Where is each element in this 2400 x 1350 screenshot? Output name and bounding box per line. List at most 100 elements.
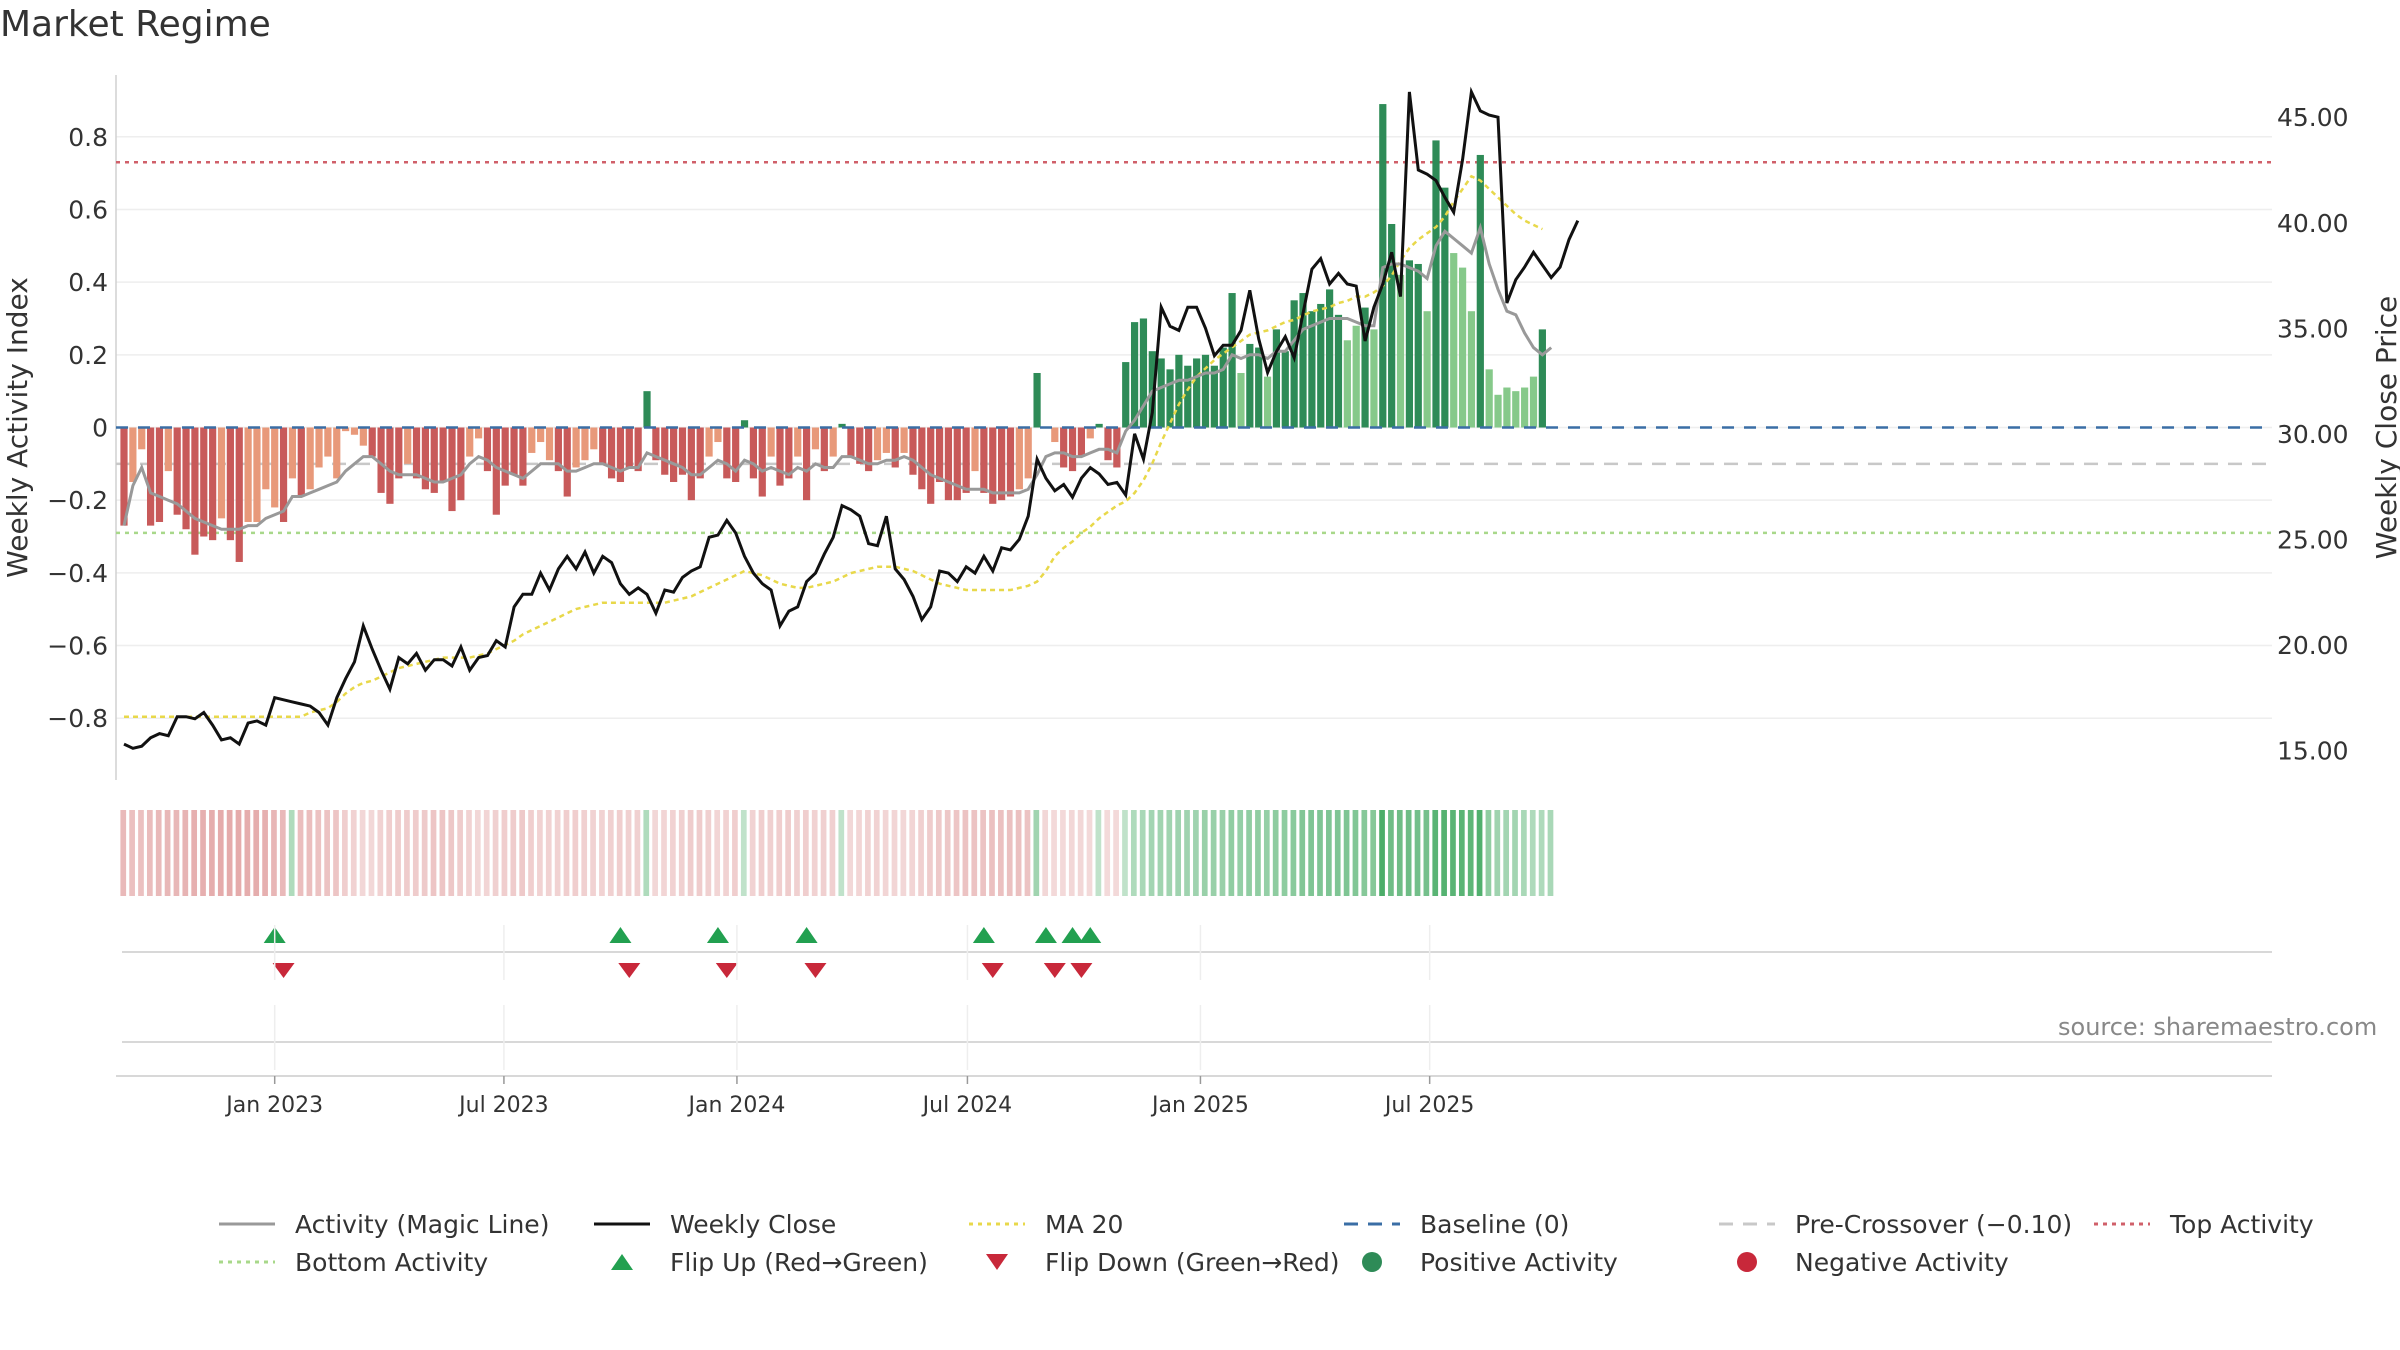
source-label: source: sharemaestro.com — [2058, 1013, 2378, 1041]
activity-bar — [1157, 358, 1165, 428]
y2-tick-label: 45.00 — [2277, 103, 2349, 132]
activity-bar — [927, 427, 935, 504]
legend-item: MA 20 — [965, 1206, 1123, 1242]
flip-up-marker — [795, 927, 818, 943]
activity-bar — [670, 427, 678, 483]
activity-bar — [1352, 325, 1360, 428]
x-tick-label: Jul 2024 — [921, 1093, 1013, 1118]
activity-bar — [404, 427, 412, 464]
strip-cell — [324, 810, 330, 896]
activity-bar — [625, 427, 633, 468]
flip-down-marker — [981, 963, 1004, 978]
legend-swatch — [219, 1260, 275, 1264]
activity-bar — [856, 427, 864, 464]
activity-bar — [1210, 365, 1218, 428]
strip-cell — [386, 810, 393, 896]
y-tick-label: 0.2 — [68, 341, 108, 370]
strip-cell — [1210, 810, 1217, 896]
strip-cell — [1405, 810, 1412, 896]
strip-cell — [217, 810, 224, 896]
activity-bar — [1343, 340, 1351, 428]
activity-bar — [1104, 427, 1112, 461]
activity-bar — [262, 427, 270, 490]
activity-bar — [1538, 329, 1546, 428]
strip-cell — [120, 810, 127, 896]
activity-bar — [1521, 387, 1529, 428]
strip-cell — [262, 810, 268, 896]
activity-bar — [918, 427, 926, 490]
activity-bar — [1113, 427, 1121, 468]
strip-cell — [1326, 810, 1332, 896]
flip-down-marker — [618, 963, 641, 978]
activity-bar — [989, 427, 997, 504]
strip-cell — [909, 810, 916, 896]
legend-swatch — [1344, 1222, 1400, 1226]
activity-bar — [572, 427, 580, 468]
x-tick-label: Jul 2025 — [1383, 1093, 1475, 1118]
strip-cell — [554, 810, 561, 896]
strip-cell — [1450, 810, 1456, 896]
strip-cell — [1246, 810, 1252, 896]
activity-bar — [253, 427, 261, 522]
strip-cell — [847, 810, 854, 896]
activity-bar — [1193, 358, 1201, 428]
x-tick-label: Jan 2024 — [686, 1093, 785, 1118]
legend-item: Pre-Crossover (−0.10) — [1715, 1206, 2072, 1242]
y2-tick-label: 15.00 — [2277, 736, 2349, 765]
strip-cell — [1219, 810, 1226, 896]
strip-cell — [501, 810, 508, 896]
y-tick-label: −0.8 — [47, 704, 108, 733]
legend-item: Activity (Magic Line) — [215, 1206, 549, 1242]
strip-cell — [1193, 810, 1199, 896]
legend-swatch — [1737, 1252, 1757, 1272]
activity-bar — [1334, 314, 1343, 428]
activity-bar — [519, 427, 527, 486]
activity-bar — [1494, 394, 1502, 428]
activity-bar — [554, 427, 562, 472]
activity-bar — [439, 427, 447, 483]
strip-cell — [980, 810, 986, 896]
strip-cell — [1095, 810, 1102, 896]
legend-label: Top Activity — [2170, 1209, 2314, 1239]
strip-cell — [989, 810, 995, 896]
strip-cell — [935, 810, 942, 896]
y-tick-label: 0 — [92, 414, 108, 443]
activity-bar — [1529, 376, 1538, 428]
activity-bar — [758, 427, 766, 497]
activity-bar — [333, 427, 341, 479]
flip-down-marker — [272, 963, 295, 978]
ma20-line — [124, 174, 1543, 718]
activity-bar — [271, 427, 279, 508]
activity-bar — [146, 427, 155, 526]
activity-bar — [342, 427, 350, 432]
legend-item: Bottom Activity — [215, 1244, 488, 1280]
activity-bar — [723, 427, 731, 479]
activity-bar — [1317, 303, 1325, 428]
activity-bar — [1388, 223, 1396, 428]
activity-bar — [891, 427, 899, 468]
strip-cell — [1317, 810, 1323, 896]
activity-bar — [944, 427, 953, 501]
activity-bar — [1166, 369, 1174, 428]
strip-cell — [1432, 810, 1439, 896]
strip-cell — [1281, 810, 1288, 896]
strip-cell — [962, 810, 969, 896]
strip-cell — [483, 810, 490, 896]
strip-cell — [155, 810, 162, 896]
strip-cell — [687, 810, 694, 896]
activity-bar — [466, 427, 474, 457]
activity-bar — [1450, 253, 1458, 428]
activity-bar — [714, 427, 722, 443]
activity-bar — [581, 427, 589, 461]
legend-label: Baseline (0) — [1420, 1209, 1570, 1239]
magic-line — [122, 222, 1553, 531]
strip-cell — [395, 810, 401, 896]
strip-cell — [882, 810, 889, 896]
legend-item: Baseline (0) — [1340, 1206, 1569, 1242]
activity-bar — [1237, 372, 1245, 428]
strip-cell — [607, 810, 614, 896]
activity-bar — [873, 427, 882, 461]
activity-bar — [1006, 427, 1015, 497]
strip-cell — [1024, 810, 1031, 896]
strip-cell — [740, 810, 747, 896]
